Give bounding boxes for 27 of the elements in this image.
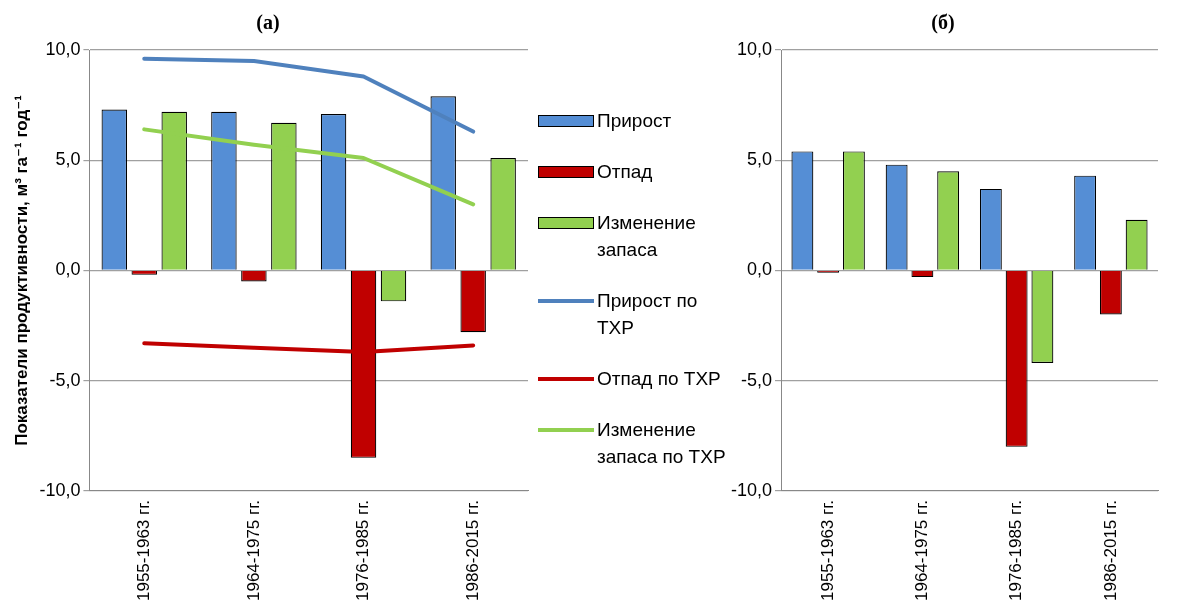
x-tick-label: 1955-1963 гг. xyxy=(133,499,153,602)
y-tick-label: 5,0 xyxy=(55,149,81,170)
legend-label: Прирост по ТХР xyxy=(597,288,699,340)
legend-label: Отпад по ТХР xyxy=(597,366,721,391)
y-tick-label: -10,0 xyxy=(39,479,81,500)
x-tick-label: 1964-1975 гг. xyxy=(243,499,263,602)
x-tick-label: 1986-2015 гг. xyxy=(462,499,482,602)
y-tick-label: 5,0 xyxy=(747,149,773,170)
y-axis-title: Показатели продуктивности, м³ га⁻¹ год⁻¹ xyxy=(11,94,31,446)
chart-title: (а) xyxy=(256,11,280,35)
legend-label: Изменение запаса по ТХР xyxy=(597,417,727,469)
y-tick-label: -5,0 xyxy=(49,369,81,390)
x-tick-label: 1976-1985 гг. xyxy=(353,499,373,602)
y-tick-label: 10,0 xyxy=(736,38,773,59)
y-tick-label: -10,0 xyxy=(731,479,773,500)
y-tick-label: 10,0 xyxy=(45,38,81,59)
x-tick-label: 1955-1963 гг. xyxy=(817,499,837,602)
y-tick-label: 0,0 xyxy=(747,259,773,280)
x-tick-label: 1976-1985 гг. xyxy=(1006,499,1026,602)
legend-label: Изменение запаса xyxy=(597,210,697,262)
y-tick-label: 0,0 xyxy=(55,259,81,280)
chart-title: (б) xyxy=(931,11,955,35)
legend-label: Отпад xyxy=(597,159,653,184)
x-tick-label: 1964-1975 гг. xyxy=(912,499,932,602)
legend-label: Прирост xyxy=(597,108,672,133)
y-tick-label: -5,0 xyxy=(741,369,773,390)
x-tick-label: 1986-2015 гг. xyxy=(1100,499,1120,602)
